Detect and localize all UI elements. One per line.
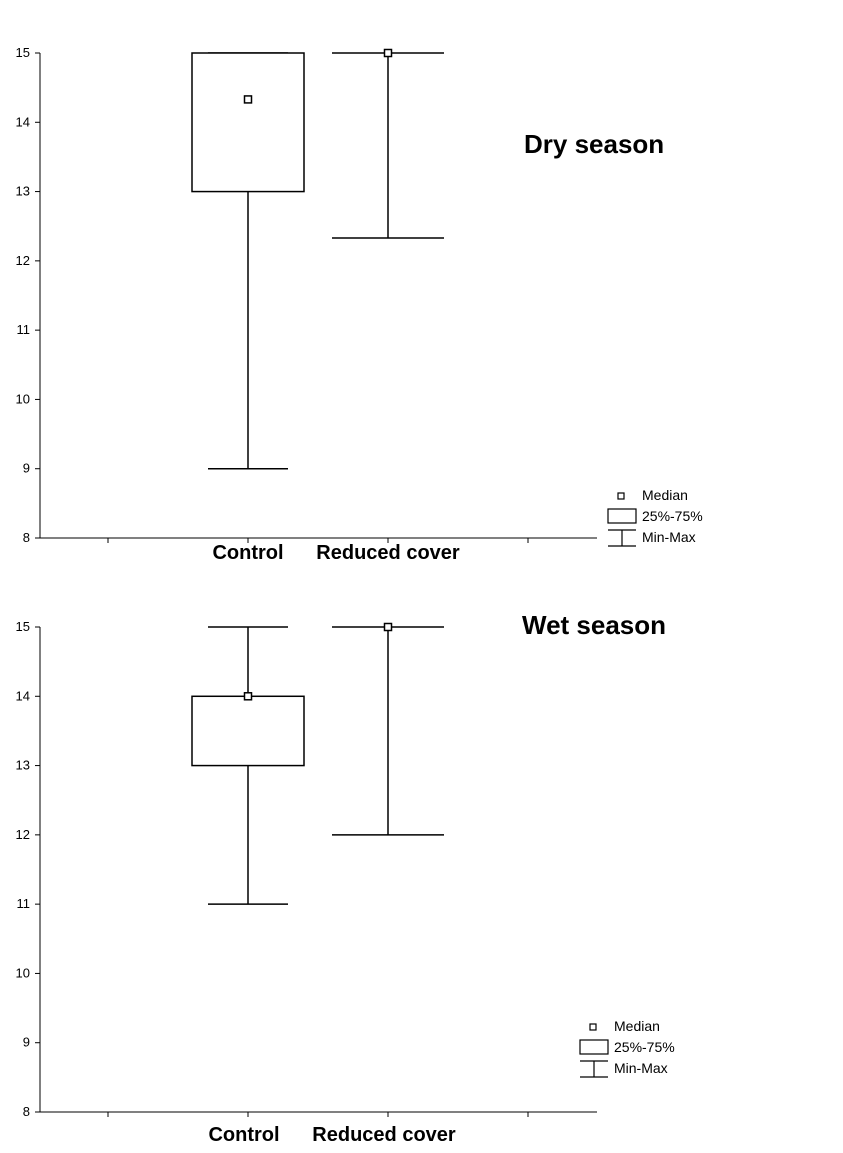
category-label: Control (212, 542, 283, 564)
legend-box-label: 25%-75% (614, 1039, 675, 1055)
box-group-control (191, 52, 305, 470)
legend-median-swatch (617, 492, 625, 500)
legend-median-swatch (589, 1023, 597, 1031)
category-label: Reduced cover (312, 1124, 456, 1146)
iqr-box (191, 52, 305, 193)
legend: Median 25%-75% Min-Max (607, 487, 703, 547)
median-marker (383, 622, 393, 632)
y-tick-label: 8 (23, 530, 30, 545)
y-tick-label: 15 (16, 45, 30, 60)
median-marker (243, 692, 253, 701)
y-tick-label: 13 (16, 184, 30, 199)
legend: Median 25%-75% Min-Max (579, 1018, 675, 1078)
legend-whisker-label: Min-Max (642, 529, 696, 545)
y-tick-label: 14 (16, 688, 30, 703)
wet-season-panel: 8 9 10 11 12 13 14 15 Control Reduced cover Wet se… (16, 610, 675, 1146)
y-tick-label: 15 (16, 619, 30, 634)
y-tick-label: 9 (23, 461, 30, 476)
y-tick-label: 8 (23, 1104, 30, 1119)
panel-title: Dry season (524, 129, 664, 159)
y-tick-label: 13 (16, 758, 30, 773)
y-tick-label: 12 (16, 253, 30, 268)
y-tick-label: 10 (16, 391, 30, 406)
iqr-box (191, 695, 305, 767)
y-tick-label: 14 (16, 114, 30, 129)
box-group-reduced-cover (332, 48, 444, 239)
legend-whisker-label: Min-Max (614, 1060, 668, 1076)
category-label: Control (208, 1124, 279, 1146)
median-marker (243, 95, 253, 104)
y-tick-label: 9 (23, 1035, 30, 1050)
box-group-control (191, 626, 305, 905)
y-tick-label: 11 (17, 896, 31, 911)
dry-season-panel: 8 9 10 11 12 13 14 15 Control Reduced cover Dry se… (16, 45, 703, 564)
legend-median-label: Median (614, 1018, 660, 1034)
y-tick-label: 12 (16, 827, 30, 842)
legend-box-label: 25%-75% (642, 508, 703, 524)
y-tick-label: 11 (17, 322, 31, 337)
legend-box-swatch (579, 1039, 609, 1055)
legend-median-label: Median (642, 487, 688, 503)
legend-box-swatch (607, 508, 637, 524)
panel-title: Wet season (522, 610, 666, 640)
median-marker (383, 48, 393, 58)
box-group-reduced-cover (332, 622, 444, 836)
y-tick-label: 10 (16, 965, 30, 980)
category-label: Reduced cover (316, 542, 460, 564)
